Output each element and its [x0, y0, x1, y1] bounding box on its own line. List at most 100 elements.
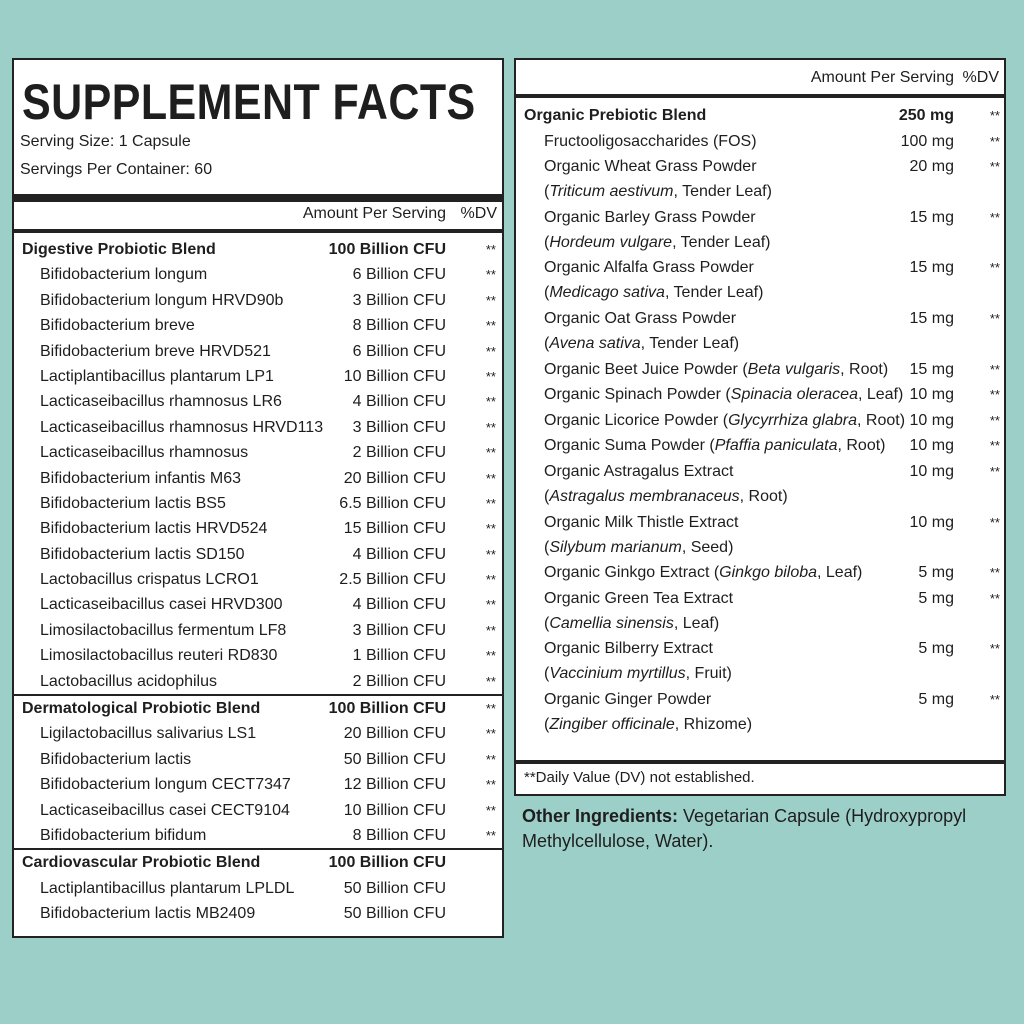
ingredient-row: Bifidobacterium longum 6 Billion CFU ** [14, 262, 502, 287]
ingredient-dv: ** [989, 565, 1000, 581]
ingredient-dv: ** [485, 546, 496, 562]
blend-amount: 100 Billion CFU [328, 700, 446, 718]
text-segment: Hordeum vulgare [549, 233, 673, 251]
ingredient-dv: ** [485, 673, 496, 689]
ingredient-amount: 3 Billion CFU [352, 291, 446, 309]
ingredient-row: Bifidobacterium breve 8 Billion CFU ** [14, 313, 502, 338]
text-segment: ( [544, 715, 550, 733]
ingredient-name: Bifidobacterium breve HRVD521 [40, 342, 271, 360]
ingredient-row: Limosilactobacillus reuteri RD830 1 Billi… [14, 643, 502, 668]
ingredient-amount: 6 Billion CFU [352, 342, 446, 360]
ingredient-dv: ** [485, 394, 496, 410]
blend-amount: 100 Billion CFU [328, 854, 446, 872]
text-segment: , Rhizome) [674, 715, 753, 733]
blend-row: Digestive Probiotic Blend 100 Billion CFU… [14, 237, 502, 262]
ingredient-row: Bifidobacterium lactis SD150 4 Billion CF… [14, 542, 502, 567]
text-segment: Silybum marianum [549, 538, 682, 556]
ingredient-line: Organic Ginkgo Extract (Ginkgo biloba, L… [516, 560, 1004, 585]
ingredient-row: Bifidobacterium infantis M63 20 Billion C… [14, 466, 502, 491]
ingredient-row: Bifidobacterium longum HRVD90b 3 Billion … [14, 288, 502, 313]
servings-per-container: Servings Per Container: 60 [20, 161, 213, 178]
ingredient-name: Bifidobacterium breve [40, 317, 195, 335]
ingredient-amount: 5 mg [918, 690, 954, 708]
ingredient-name: Bifidobacterium lactis MB2409 [40, 905, 256, 923]
ingredient-name: Bifidobacterium infantis M63 [40, 469, 241, 487]
ingredient-dv: ** [989, 209, 1000, 225]
text-segment: ( [544, 487, 550, 505]
blend-name: Cardiovascular Probiotic Blend [22, 854, 261, 872]
divider [14, 229, 502, 233]
ingredient-row: Lactobacillus crispatus LCRO1 2.5 Billion… [14, 567, 502, 592]
ingredient-amount: 20 Billion CFU [343, 725, 446, 743]
ingredient-line: (Triticum aestivum, Tender Leaf) [516, 179, 1004, 204]
ingredient-name: Bifidobacterium longum CECT7347 [40, 776, 291, 794]
text-segment: Fructooligosaccharides (FOS) [544, 132, 757, 150]
ingredient-amount: 10 mg [909, 437, 954, 455]
ingredient-line: Organic Beet Juice Powder (Beta vulgaris… [516, 357, 1004, 382]
ingredient-line: Organic Licorice Powder (Glycyrrhiza gla… [516, 408, 1004, 433]
amount-header: Amount Per Serving [302, 205, 446, 222]
ingredient-amount: 5 mg [918, 640, 954, 658]
text-segment: Organic Alfalfa Grass Powder [544, 259, 754, 277]
ingredient-line: Organic Spinach Powder (Spinacia olerace… [516, 382, 1004, 407]
text-segment: , Leaf) [857, 386, 904, 404]
ingredient-row: Organic Alfalfa Grass Powder (Medicago sa… [516, 255, 1004, 306]
ingredient-name: Bifidobacterium lactis HRVD524 [40, 520, 268, 538]
text-segment: , Tender Leaf) [640, 334, 740, 352]
text-segment: , Tender Leaf) [664, 284, 764, 302]
text-segment: , Root) [837, 437, 886, 455]
ingredient-name: Lactobacillus crispatus LCRO1 [40, 571, 259, 589]
ingredient-amount: 2 Billion CFU [352, 672, 446, 690]
ingredient-name: Lactiplantibacillus plantarum LPLDL [40, 879, 295, 897]
text-segment: , Root) [840, 360, 889, 378]
ingredient-line: (Hordeum vulgare, Tender Leaf) [516, 230, 1004, 255]
ingredient-row: Lacticaseibacillus casei CECT9104 10 Bill… [14, 798, 502, 823]
ingredient-name: Lactobacillus acidophilus [40, 672, 217, 690]
ingredient-amount: 15 mg [909, 208, 954, 226]
ingredient-row: Fructooligosaccharides (FOS) 100 mg ** [516, 129, 1004, 155]
column-header: Amount Per Serving %DV [516, 64, 1004, 92]
text-segment: , Tender Leaf) [672, 233, 771, 251]
ingredient-row: Organic Bilberry Extract (Vaccinium myrti… [516, 636, 1004, 687]
text-segment: Organic Astragalus Extract [544, 462, 734, 480]
ingredient-line: Organic Barley Grass Powder [516, 205, 1004, 230]
ingredient-dv: ** [485, 292, 496, 308]
ingredient-dv: ** [485, 343, 496, 359]
text-segment: ( [544, 233, 550, 251]
ingredient-dv: ** [989, 463, 1000, 479]
text-segment: ( [544, 334, 550, 352]
text-segment: Avena sativa [549, 334, 641, 352]
text-segment: Glycyrrhiza glabra [728, 411, 858, 429]
ingredient-amount: 5 mg [918, 564, 954, 582]
text-segment: ( [544, 665, 550, 683]
dv-header: %DV [460, 205, 497, 222]
ingredient-amount: 8 Billion CFU [352, 826, 446, 844]
ingredient-row: Ligilactobacillus salivarius LS1 20 Billi… [14, 721, 502, 746]
ingredient-line: Organic Oat Grass Powder [516, 306, 1004, 331]
ingredient-amount: 15 mg [909, 309, 954, 327]
ingredient-name: Lacticaseibacillus rhamnosus [40, 444, 249, 462]
text-segment: Beta vulgaris [747, 360, 841, 378]
ingredient-amount: 10 Billion CFU [343, 367, 446, 385]
ingredient-amount: 10 mg [909, 411, 954, 429]
text-segment: , Fruit) [685, 665, 732, 683]
ingredient-name: Bifidobacterium lactis [40, 750, 192, 768]
text-segment: Organic Suma Powder ( [544, 437, 715, 455]
ingredient-amount: 10 mg [909, 386, 954, 404]
text-segment: , Root) [739, 487, 788, 505]
ingredient-dv: ** [989, 260, 1000, 276]
ingredient-dv: ** [989, 514, 1000, 530]
ingredient-row: Bifidobacterium bifidum 8 Billion CFU ** [14, 823, 502, 848]
ingredient-row: Bifidobacterium lactis 50 Billion CFU ** [14, 747, 502, 772]
ingredient-row: Organic Astragalus Extract (Astragalus me… [516, 459, 1004, 510]
ingredient-dv: ** [485, 318, 496, 334]
divider [14, 194, 502, 202]
blend-dv: ** [989, 108, 1000, 123]
ingredient-row: Bifidobacterium lactis MB2409 50 Billion … [14, 901, 502, 926]
ingredient-row: Organic Licorice Powder (Glycyrrhiza gla… [516, 408, 1004, 434]
ingredient-amount: 50 Billion CFU [343, 905, 446, 923]
ingredient-line: Fructooligosaccharides (FOS) [516, 129, 1004, 154]
ingredient-line: (Astragalus membranaceus, Root) [516, 484, 1004, 509]
left-panel: SUPPLEMENT FACTS Serving Size: 1 Capsule… [12, 58, 504, 938]
ingredient-name: Bifidobacterium longum HRVD90b [40, 291, 284, 309]
